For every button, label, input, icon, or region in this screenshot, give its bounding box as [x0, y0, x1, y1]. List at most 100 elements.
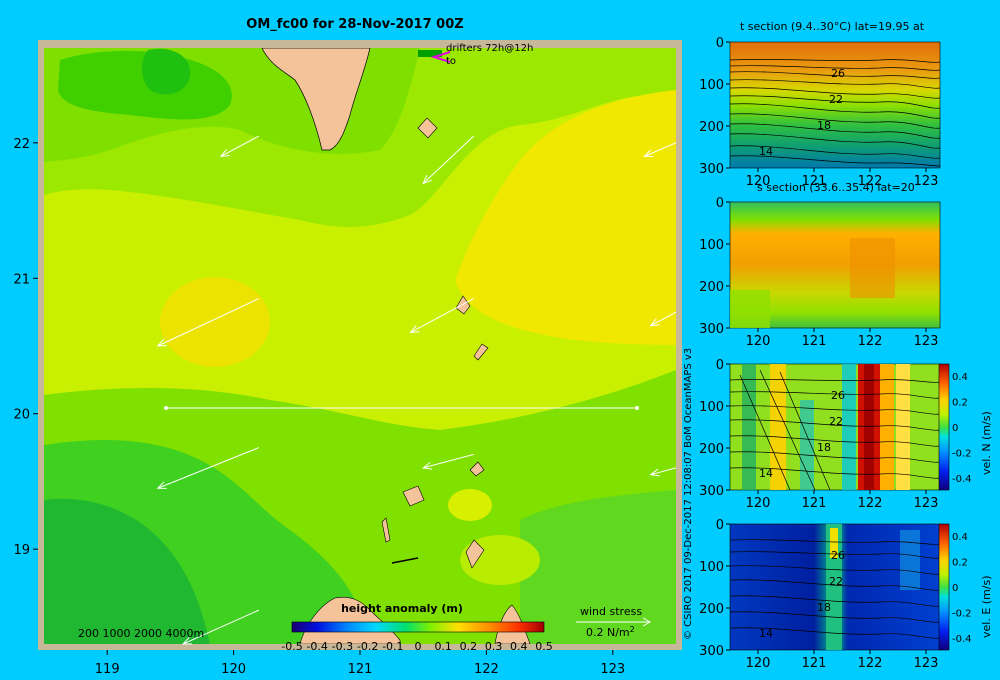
contour-label: 18	[817, 601, 831, 614]
map-panel: drifters 72h@12h to 200 1000 2000 4000m …	[13, 40, 682, 677]
wind-arrow	[156, 298, 260, 347]
section-x-tick-label: 122	[858, 496, 883, 511]
section-colorbar-tick-label: 0	[952, 423, 958, 434]
map-field-south-dark	[44, 498, 210, 644]
section-y-tick-label: 200	[699, 442, 724, 457]
e-y-ticks: 0 100 200 300	[699, 518, 730, 659]
colorbar-tick-label: 0.1	[434, 640, 452, 653]
contour-label: 26	[831, 67, 845, 80]
e-stripe-yellow	[830, 528, 838, 558]
section-x-tick-label: 122	[858, 174, 883, 189]
colorbar-tick-label: -0.4	[306, 640, 327, 653]
section-colorbar-tick-label: 0.4	[952, 532, 968, 543]
t-section-panel: 26 22 18 14 120 121 122 123 0 100 200 300	[699, 36, 941, 189]
section-y-tick-label: 100	[699, 560, 724, 575]
contour-label: 14	[759, 467, 773, 480]
section-y-tick-label: 100	[699, 78, 724, 93]
contour-label: 22	[829, 575, 843, 588]
wind-arrow	[649, 311, 677, 327]
section-y-tick-label: 0	[716, 358, 724, 373]
map-field-center-yellow	[160, 277, 270, 367]
colorbar-title: height anomaly (m)	[341, 602, 463, 615]
drifter-label: drifters 72h@12h	[446, 43, 533, 54]
map-field-yellow-spot	[448, 489, 492, 521]
map-small-feature	[391, 557, 419, 564]
n-stripe-4	[842, 364, 856, 490]
land-island-5	[402, 485, 425, 507]
wind-arrow	[156, 447, 260, 489]
colorbar-tick-label: -0.1	[382, 640, 403, 653]
land-island-2	[455, 295, 471, 315]
e-contour-labels: 26 22 18 14	[759, 549, 845, 640]
colorbar-tick-label: 0.5	[535, 640, 553, 653]
e-colorbar-ticks: 0.4 0.2 0 -0.2 -0.4	[952, 532, 972, 645]
section-colorbar-tick-label: -0.4	[952, 474, 972, 485]
map-field-east-mid	[455, 90, 676, 345]
contour-label: 14	[759, 145, 773, 158]
s-section-title: s section (33.6..35.4) lat=20	[757, 181, 915, 194]
t-section-contours	[729, 59, 941, 167]
wind-arrow	[422, 135, 475, 185]
colorbar-ticks: -0.5 -0.4 -0.3 -0.2 -0.1 0 0.1 0.2 0.3 0.4 0.5	[281, 640, 552, 653]
section-y-tick-label: 300	[699, 484, 724, 499]
map-field-se	[520, 490, 676, 644]
wind-stress-label: wind stress	[580, 605, 642, 618]
map-y-tick-label: 19	[13, 543, 30, 558]
n-stripe-1	[742, 364, 756, 490]
colorbar-tick-label: 0.2	[460, 640, 478, 653]
contour-label: 26	[831, 549, 845, 562]
section-x-tick-label: 123	[914, 334, 939, 349]
contour-label: 18	[817, 441, 831, 454]
n-section-contours	[729, 369, 941, 491]
s-section-patch	[850, 238, 895, 298]
section-y-tick-label: 300	[699, 644, 724, 659]
map-x-tick-label: 123	[600, 662, 625, 677]
t-contour-labels: 26 22 18 14	[759, 67, 845, 158]
map-x-tick-label: 119	[95, 662, 120, 677]
section-colorbar-tick-label: 0.2	[952, 558, 968, 569]
section-x-tick-label: 121	[802, 334, 827, 349]
section-y-tick-label: 100	[699, 238, 724, 253]
land-island-3	[473, 343, 489, 361]
drifter-label-to: to	[446, 56, 456, 67]
map-y-tick-label: 21	[13, 272, 30, 287]
colorbar-tick-label: 0.3	[485, 640, 503, 653]
t-x-ticks: 120 121 122 123	[746, 168, 938, 189]
section-y-tick-label: 0	[716, 36, 724, 51]
land-island-4	[469, 461, 485, 477]
wind-stress-units: 0.2 N/m2	[586, 625, 635, 639]
n-stripe-3	[800, 400, 814, 490]
drifter-start-marker	[418, 50, 442, 57]
n-colorbar-ticks: 0.4 0.2 0 -0.2 -0.4	[952, 372, 972, 485]
map-y-ticks: 22 21 20 19	[13, 137, 38, 558]
section-x-tick-label: 122	[858, 334, 883, 349]
section-y-tick-label: 200	[699, 280, 724, 295]
wind-arrow	[219, 135, 260, 157]
wind-arrow	[409, 298, 474, 334]
wind-stress-legend-head	[642, 617, 652, 627]
colorbar-tick-label: 0	[415, 640, 422, 653]
section-colorbar-tick-label: -0.4	[952, 634, 972, 645]
n-y-ticks: 0 100 200 300	[699, 358, 730, 499]
n-stripe-2	[770, 364, 786, 490]
n-x-ticks: 120 121 122 123	[746, 490, 938, 511]
land-island-6	[381, 517, 391, 543]
land-island-1	[417, 117, 438, 139]
section-y-tick-label: 200	[699, 602, 724, 617]
map-field-blob	[142, 48, 191, 95]
n-stripe-5	[880, 364, 894, 490]
section-colorbar-tick-label: 0.2	[952, 398, 968, 409]
wind-arrows	[156, 135, 677, 645]
colorbar-tick-label: -0.3	[332, 640, 353, 653]
contour-label: 14	[759, 627, 773, 640]
section-x-tick-label: 121	[802, 174, 827, 189]
drifter-legend-arrow	[430, 51, 451, 63]
section-colorbar-tick-label: -0.2	[952, 609, 972, 620]
wind-arrow	[643, 142, 677, 157]
section-x-tick-label: 121	[802, 496, 827, 511]
section-colorbar-tick-label: -0.2	[952, 449, 972, 460]
contour-label: 22	[829, 415, 843, 428]
section-colorbar-tick-label: 0	[952, 583, 958, 594]
t-y-ticks: 0 100 200 300	[699, 36, 730, 177]
